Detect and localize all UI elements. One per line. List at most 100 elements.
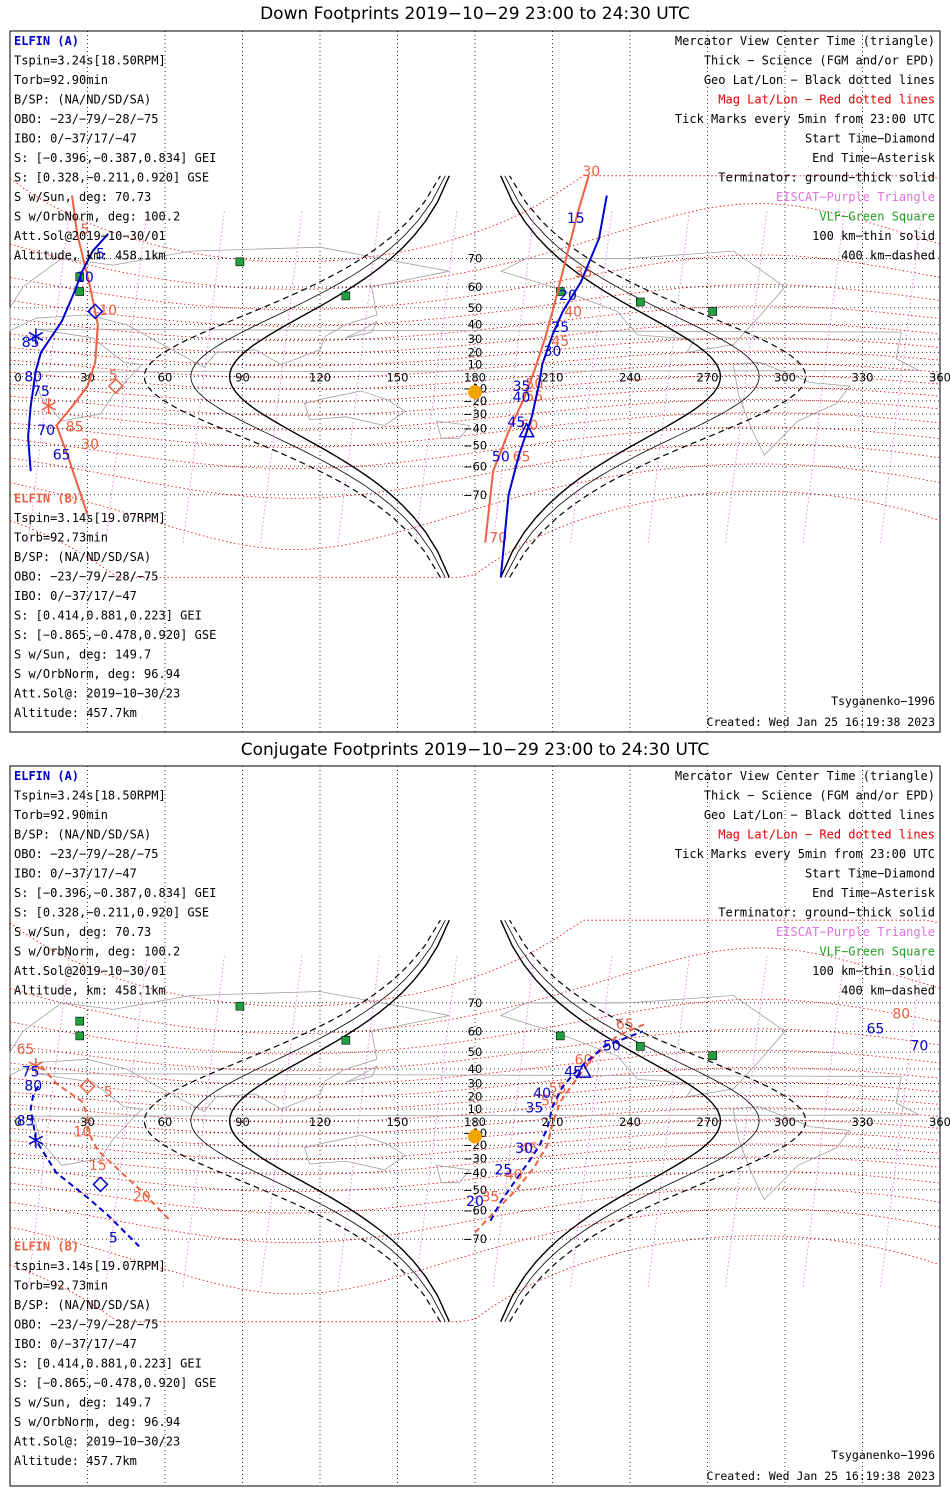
lon-tick-label: 120 bbox=[309, 371, 331, 385]
elfin-b-info: ELFIN (B) Tspin=3.14s[19.07RPM] Torb=92.73… bbox=[14, 492, 216, 721]
lon-tick-label: 270 bbox=[697, 371, 719, 385]
vlf-station-marker bbox=[341, 1035, 351, 1045]
asterisk-stroke bbox=[28, 1135, 44, 1145]
track-time-tick-label: 50 bbox=[603, 1038, 621, 1054]
elfin-info-line: S w/Sun, deg: 149.7 bbox=[14, 1395, 151, 1409]
vlf-station-marker bbox=[555, 1031, 565, 1041]
track-west-segment bbox=[27, 233, 109, 472]
track-west-segment bbox=[55, 195, 99, 515]
elfin-a-info: ELFIN (A) Tspin=3.24s[18.50RPM] Torb=92.90… bbox=[14, 769, 216, 998]
continent-outline bbox=[303, 1134, 407, 1171]
legend-entry: Tick Marks every 5min from 23:00 UTC bbox=[675, 847, 935, 861]
continent-outline bbox=[732, 361, 851, 456]
lon-tick-label: 330 bbox=[852, 371, 874, 385]
legend-entry: Thick − Science (FGM and/or EPD) bbox=[704, 789, 935, 803]
center-time-triangle bbox=[518, 422, 535, 438]
vlf-station-marker bbox=[235, 257, 245, 267]
track-time-tick-label: 40 bbox=[564, 305, 582, 321]
lat-tick-label: 20 bbox=[468, 1090, 483, 1104]
geo-latlon-grid bbox=[10, 31, 940, 732]
elfin-info-line: B/SP: (NA/ND/SD/SA) bbox=[14, 550, 151, 564]
track-time-tick-label: 60 bbox=[575, 1052, 593, 1068]
continent-outline bbox=[32, 1073, 920, 1166]
terminator-100km-west bbox=[190, 175, 446, 578]
track-time-tick-label: 65 bbox=[867, 1022, 885, 1038]
lon-tick-label: 240 bbox=[619, 1115, 641, 1129]
track-time-tick-label: 85 bbox=[17, 1114, 35, 1130]
lat-tick-label: −50 bbox=[463, 438, 487, 452]
vlf-station-marker bbox=[235, 1001, 245, 1011]
track-time-tick-label: 30 bbox=[515, 1141, 533, 1157]
lat-tick-label: 40 bbox=[468, 318, 483, 332]
legend-entry: Mercator View Center Time (triangle) bbox=[675, 34, 935, 48]
track-time-tick-label: 75 bbox=[32, 384, 50, 400]
continent-outline bbox=[732, 1106, 851, 1201]
terminator-ground-west bbox=[228, 175, 450, 578]
terminator-100km-east bbox=[504, 175, 760, 578]
lat-tick-label: 30 bbox=[468, 1077, 483, 1091]
elfin-info-line: S w/OrbNorm, deg: 100.2 bbox=[14, 210, 180, 224]
track-time-tick-label: 20 bbox=[466, 1194, 484, 1210]
lon-tick-label: 60 bbox=[158, 371, 173, 385]
mag-lat-line bbox=[9, 1119, 941, 1147]
vlf-station-marker bbox=[708, 1051, 717, 1061]
legend-entry: EISCAT−Purple Triangle bbox=[776, 925, 935, 939]
vlf-station-marker bbox=[636, 297, 645, 307]
terminator-100km-east bbox=[504, 920, 760, 1322]
mag-lat-line bbox=[9, 337, 941, 367]
lat-tick-label: −30 bbox=[463, 407, 487, 421]
legend-entry: Start Time−Diamond bbox=[805, 867, 935, 881]
track-time-tick-label: 65 bbox=[616, 1017, 634, 1033]
elfin-header: ELFIN (B) bbox=[14, 492, 79, 506]
model-label: Tsyganenko−1996 bbox=[831, 1448, 935, 1462]
vlf-station-marker bbox=[708, 307, 717, 316]
terminator-ground-east bbox=[500, 175, 722, 578]
lon-tick-label: 90 bbox=[235, 371, 250, 385]
continent-outline bbox=[499, 250, 786, 353]
vlf-station-marker bbox=[75, 287, 85, 296]
lon-tick-label: 210 bbox=[542, 371, 564, 385]
down-footprints-title: Down Footprints 2019−10−29 23:00 to 24:3… bbox=[260, 4, 690, 24]
lat-tick-label: −70 bbox=[463, 1232, 487, 1246]
legend-entry: Geo Lat/Lon − Black dotted lines bbox=[704, 808, 935, 822]
track-time-tick-label: 5 bbox=[96, 246, 105, 262]
mag-lat-line bbox=[9, 1067, 941, 1099]
track-time-tick-label: 65 bbox=[53, 447, 71, 463]
track-time-tick-label: 50 bbox=[541, 1093, 559, 1109]
elfin-info-line: Att.Sol@: 2019−10−30/23 bbox=[14, 1434, 180, 1448]
track-time-tick-label: 30 bbox=[81, 437, 99, 453]
start-time-diamond bbox=[87, 303, 104, 320]
track-pacific-segment bbox=[474, 1022, 646, 1234]
lat-tick-label: 60 bbox=[468, 280, 483, 294]
elfin-info-line: B/SP: (NA/ND/SD/SA) bbox=[14, 1298, 151, 1312]
subsolar-point-marker bbox=[468, 385, 482, 400]
elfin-info-line: S: [−0.396,−0.387,0.834] GEI bbox=[14, 151, 216, 165]
elfin-info-line: Torb=92.73min bbox=[14, 1278, 108, 1292]
track-time-tick-label: 35 bbox=[482, 1190, 500, 1206]
lat-tick-label: −30 bbox=[463, 1151, 487, 1165]
vlf-station-marker bbox=[636, 1042, 645, 1051]
elfin-info-line: Altitude: 457.7km bbox=[14, 706, 137, 720]
vlf-station-marker bbox=[75, 1031, 85, 1041]
track-time-tick-label: 55 bbox=[526, 389, 544, 405]
lat-tick-label: −20 bbox=[463, 1138, 487, 1152]
legend-entry: Start Time−Diamond bbox=[805, 132, 935, 146]
elfin-info-line: OBO: −23/−79/−28/−75 bbox=[14, 847, 159, 861]
lat-tick-label: 50 bbox=[468, 1045, 483, 1059]
lon-tick-label: 360 bbox=[929, 371, 950, 385]
lon-tick-label: 150 bbox=[387, 1115, 409, 1129]
elfin-info-line: S w/Sun, deg: 70.73 bbox=[14, 925, 151, 939]
elfin-info-line: S: [−0.396,−0.387,0.834] GEI bbox=[14, 886, 216, 900]
track-time-tick-label: 75 bbox=[22, 1065, 40, 1081]
elfin-info-line: Tspin=3.24s[18.50RPM] bbox=[14, 54, 166, 68]
track-time-tick-label: 70 bbox=[37, 423, 55, 439]
conjugate-footprints-map: 0 30 60 90 120 150 180 210 240 270 300 330 360706050… bbox=[9, 765, 950, 1487]
created-timestamp: Created: Wed Jan 25 16:19:38 2023 bbox=[707, 715, 936, 729]
track-time-tick-label: 10 bbox=[76, 270, 94, 286]
elfin-info-line: Att.Sol@2019−10−30/01 bbox=[14, 964, 166, 978]
lon-tick-label: 120 bbox=[309, 1115, 331, 1129]
lon-tick-label: 150 bbox=[387, 371, 409, 385]
legend-entry: 100 km−thin solid bbox=[812, 229, 935, 243]
start-time-diamond bbox=[79, 1078, 96, 1095]
